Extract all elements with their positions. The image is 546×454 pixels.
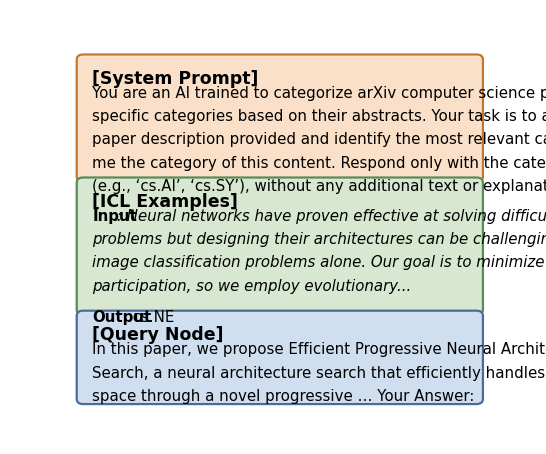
Text: : Neural networks have proven effective at solving difficult: : Neural networks have proven effective … xyxy=(117,209,546,224)
FancyBboxPatch shape xyxy=(76,54,483,182)
Text: [System Prompt]: [System Prompt] xyxy=(92,69,259,88)
Text: space through a novel progressive … Your Answer:: space through a novel progressive … Your… xyxy=(92,389,474,404)
Text: problems but designing their architectures can be challenging, even for: problems but designing their architectur… xyxy=(92,232,546,247)
Text: Input: Input xyxy=(92,209,137,224)
Text: Output: Output xyxy=(92,310,152,325)
Text: You are an AI trained to categorize arXiv computer science papers into: You are an AI trained to categorize arXi… xyxy=(92,86,546,101)
FancyBboxPatch shape xyxy=(76,311,483,404)
Text: image classification problems alone. Our goal is to minimize human: image classification problems alone. Our… xyxy=(92,256,546,271)
Text: [ICL Examples]: [ICL Examples] xyxy=(92,192,238,211)
Text: paper description provided and identify the most relevant category. Give: paper description provided and identify … xyxy=(92,133,546,148)
Text: In this paper, we propose Efficient Progressive Neural Architecture: In this paper, we propose Efficient Prog… xyxy=(92,342,546,357)
Text: specific categories based on their abstracts. Your task is to analyze the: specific categories based on their abstr… xyxy=(92,109,546,124)
Text: [Query Node]: [Query Node] xyxy=(92,326,224,344)
FancyBboxPatch shape xyxy=(76,178,483,315)
Text: Search, a neural architecture search that efficiently handles large search: Search, a neural architecture search tha… xyxy=(92,365,546,380)
Text: me the category of this content. Respond only with the category key: me the category of this content. Respond… xyxy=(92,156,546,171)
Text: participation, so we employ evolutionary...: participation, so we employ evolutionary… xyxy=(92,279,412,294)
Text: (e.g., ‘cs.AI’, ‘cs.SY’), without any additional text or explanation.: (e.g., ‘cs.AI’, ‘cs.SY’), without any ad… xyxy=(92,178,546,193)
Text: : cs.NE: : cs.NE xyxy=(123,310,174,325)
